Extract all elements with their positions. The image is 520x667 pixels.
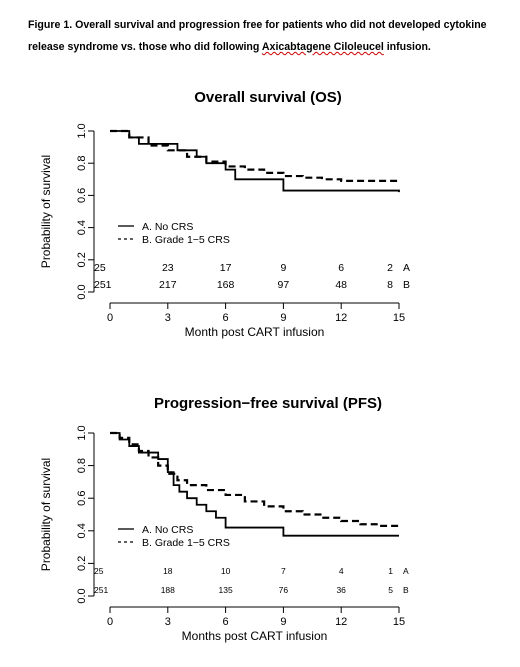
x-tick-label: 6 xyxy=(223,312,229,324)
at-risk-value: 6 xyxy=(338,262,344,274)
at-risk-value: 135 xyxy=(219,585,233,595)
at-risk-value: 17 xyxy=(220,262,232,274)
x-tick-label: 3 xyxy=(165,616,171,628)
at-risk-row-label: B xyxy=(403,279,410,291)
at-risk-value: 5 xyxy=(388,585,393,595)
y-tick-label: 0.0 xyxy=(76,588,88,603)
at-risk-row-label: B xyxy=(403,585,409,595)
at-risk-value: 4 xyxy=(339,566,344,576)
x-axis-label: Months post CART infusion xyxy=(182,629,328,643)
at-risk-value: 9 xyxy=(280,262,286,274)
y-tick-label: 0.2 xyxy=(76,556,88,571)
at-risk-value: 25 xyxy=(94,262,106,274)
legend-label: B. Grade 1−5 CRS xyxy=(142,537,230,549)
os-chart: Overall survival (OS) 0.0 0.2 0.4 0.6 0.8 1.0 P… xyxy=(39,89,410,339)
at-risk-value: 48 xyxy=(335,279,347,291)
y-tick-label: 0.8 xyxy=(76,458,88,473)
at-risk-value: 36 xyxy=(336,585,346,595)
x-tick-label: 0 xyxy=(107,312,113,324)
x-tick-label: 9 xyxy=(280,616,286,628)
survival-curve-a xyxy=(110,432,399,537)
y-tick-label: 1.0 xyxy=(76,123,88,138)
at-risk-value: 10 xyxy=(221,566,231,576)
caption-text-2: infusion. xyxy=(383,41,431,53)
at-risk-value: 251 xyxy=(94,585,108,595)
y-tick-label: 0.4 xyxy=(76,523,88,538)
at-risk-value: 18 xyxy=(163,566,173,576)
at-risk-value: 251 xyxy=(94,279,112,291)
legend-label: B. Grade 1−5 CRS xyxy=(142,234,230,246)
at-risk-value: 7 xyxy=(281,566,286,576)
caption-drug-name: Axicabtagene Ciloleucel xyxy=(261,41,384,53)
y-tick-label: 0.6 xyxy=(76,491,88,506)
at-risk-value: 76 xyxy=(279,585,289,595)
y-axis-label: Probability of survival xyxy=(39,155,53,268)
x-tick-label: 6 xyxy=(223,616,229,628)
pfs-chart: Progression−free survival (PFS) 0.0 0.2 0.4… xyxy=(39,395,409,643)
x-tick-label: 12 xyxy=(335,616,347,628)
at-risk-value: 1 xyxy=(388,566,393,576)
at-risk-value: 188 xyxy=(161,585,175,595)
x-tick-label: 0 xyxy=(107,616,113,628)
legend-label: A. No CRS xyxy=(142,221,193,233)
x-tick-label: 9 xyxy=(280,312,286,324)
at-risk-value: 2 xyxy=(387,262,393,274)
x-tick-label: 3 xyxy=(165,312,171,324)
y-tick-label: 0.0 xyxy=(76,284,88,299)
survival-curve-b xyxy=(110,431,399,528)
chart-title: Overall survival (OS) xyxy=(194,89,342,106)
at-risk-value: 8 xyxy=(387,279,393,291)
caption-text-1: Figure 1. Overall survival and progressi… xyxy=(28,19,487,53)
at-risk-value: 23 xyxy=(162,262,174,274)
at-risk-value: 217 xyxy=(159,279,177,291)
chart-title: Progression−free survival (PFS) xyxy=(154,395,382,412)
y-tick-label: 1.0 xyxy=(76,425,88,440)
y-tick-label: 0.6 xyxy=(76,188,88,203)
at-risk-row-label: A xyxy=(403,262,410,274)
at-risk-row-label: A xyxy=(403,566,409,576)
at-risk-value: 25 xyxy=(94,566,104,576)
legend-label: A. No CRS xyxy=(142,524,193,536)
y-tick-label: 0.2 xyxy=(76,252,88,267)
survival-curve-b xyxy=(110,129,401,183)
survival-curve-a xyxy=(110,130,400,193)
x-tick-label: 15 xyxy=(393,312,405,324)
figure-caption: Figure 1. Overall survival and progressi… xyxy=(28,14,508,58)
x-tick-label: 12 xyxy=(335,312,347,324)
at-risk-value: 97 xyxy=(278,279,290,291)
y-tick-label: 0.4 xyxy=(76,220,88,235)
y-axis-label: Probability of survival xyxy=(39,458,53,571)
at-risk-value: 168 xyxy=(217,279,235,291)
x-axis-label: Month post CART infusion xyxy=(185,325,325,339)
y-tick-label: 0.8 xyxy=(76,156,88,171)
x-tick-label: 15 xyxy=(393,616,405,628)
